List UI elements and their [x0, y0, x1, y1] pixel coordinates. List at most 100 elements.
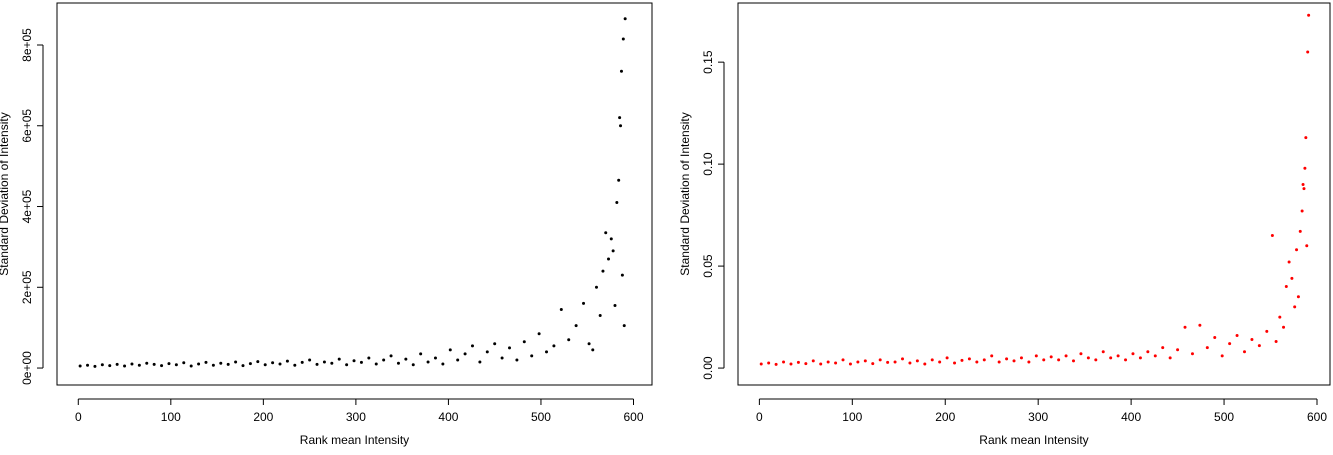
point — [574, 324, 578, 328]
point — [1094, 358, 1098, 362]
point — [1293, 305, 1297, 309]
point — [485, 350, 489, 354]
point — [613, 303, 617, 307]
x-tick-label: 100 — [161, 410, 181, 424]
point — [759, 362, 763, 366]
point — [1168, 356, 1172, 360]
point — [1071, 359, 1075, 363]
y-tick-label: 0.15 — [701, 50, 715, 74]
point — [1284, 284, 1288, 288]
y-tick-label: 6e+05 — [20, 109, 34, 143]
point — [374, 362, 378, 366]
chart: 0 100 200 300 400 500 600 0.00 0.05 0.10 0.15 Rank … — [678, 2, 1331, 447]
point — [204, 360, 208, 364]
chart: 0 100 200 300 400 500 600 0e+00 2e+05 4e+05 6e+05 8… — [0, 2, 653, 447]
x-tick-label: 500 — [531, 410, 551, 424]
x-tick-label: 200 — [253, 410, 273, 424]
point — [878, 358, 882, 362]
point — [1307, 13, 1311, 17]
point — [774, 362, 778, 366]
point — [841, 358, 845, 362]
point — [1138, 356, 1142, 360]
point — [382, 358, 386, 362]
point — [1306, 50, 1310, 54]
point — [559, 307, 563, 311]
point — [591, 348, 595, 352]
point — [493, 342, 497, 346]
point — [1287, 260, 1291, 264]
point — [1257, 344, 1261, 348]
point — [500, 356, 504, 360]
point — [93, 364, 97, 368]
point — [619, 69, 623, 73]
point — [915, 359, 919, 363]
point — [1064, 354, 1068, 358]
point — [594, 285, 598, 289]
point — [419, 352, 423, 356]
x-tick-label: 500 — [1214, 410, 1234, 424]
x-tick-label: 600 — [1307, 410, 1327, 424]
x-axis-title: Rank mean Intensity — [979, 433, 1088, 447]
point — [923, 362, 927, 366]
point — [1265, 329, 1269, 333]
point — [248, 362, 252, 366]
y-axis-title: Standard Deviation of Intensity — [0, 112, 11, 275]
point — [609, 237, 613, 241]
point — [411, 363, 415, 367]
point — [263, 363, 267, 367]
point — [834, 361, 838, 365]
point — [945, 356, 949, 360]
point — [1183, 325, 1187, 329]
point — [507, 346, 511, 350]
point — [789, 362, 793, 366]
point — [86, 363, 90, 367]
point — [219, 361, 223, 365]
point — [611, 249, 615, 253]
point — [1116, 354, 1120, 358]
point — [856, 360, 860, 364]
point — [108, 364, 112, 368]
point — [352, 359, 356, 363]
point — [137, 363, 141, 367]
point — [863, 359, 867, 363]
point — [470, 344, 474, 348]
point — [293, 363, 297, 367]
point — [241, 364, 245, 368]
point — [189, 364, 193, 368]
point — [893, 360, 897, 364]
point — [930, 358, 934, 362]
point — [982, 358, 986, 362]
point — [515, 358, 519, 362]
point — [1205, 346, 1209, 350]
point — [848, 362, 852, 366]
y-tick-label: 0.00 — [701, 356, 715, 380]
point — [604, 231, 608, 235]
point — [1153, 354, 1157, 358]
point — [1301, 183, 1305, 187]
point — [1304, 136, 1308, 140]
point — [115, 362, 119, 366]
point — [804, 362, 808, 366]
point — [1057, 358, 1061, 362]
point — [1295, 248, 1299, 252]
point — [1161, 346, 1165, 350]
point — [463, 352, 467, 356]
point — [1235, 333, 1239, 337]
point — [160, 364, 164, 368]
point — [367, 356, 371, 360]
point — [1220, 354, 1224, 358]
point — [1109, 356, 1113, 360]
point — [145, 361, 149, 365]
point — [623, 17, 627, 21]
point — [530, 354, 534, 358]
point — [967, 357, 971, 361]
point — [182, 361, 186, 365]
point — [601, 269, 605, 273]
point — [308, 358, 312, 362]
point — [871, 362, 875, 366]
point — [456, 358, 460, 362]
point — [1176, 348, 1180, 352]
point — [1282, 325, 1286, 329]
point — [1213, 335, 1217, 339]
